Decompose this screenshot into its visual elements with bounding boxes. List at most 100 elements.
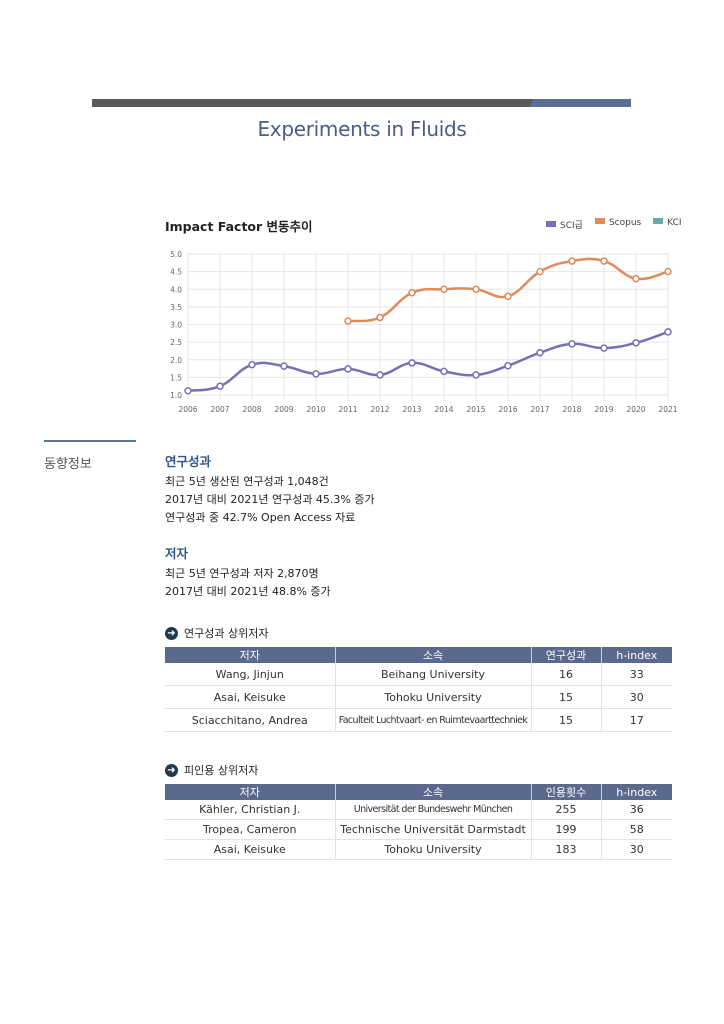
data-point — [216, 382, 224, 390]
arrow-right-icon: ➜ — [165, 626, 178, 640]
legend-item-sci[interactable]: SCI급 — [546, 218, 583, 231]
top-cited-heading: ➜ 피인용 상위저자 — [165, 762, 258, 778]
hindex-cell: 17 — [600, 708, 672, 732]
chart-title: Impact Factor 변동추이 — [165, 219, 313, 234]
data-point — [248, 360, 256, 369]
data-point — [664, 328, 672, 336]
data-point — [600, 257, 608, 265]
y-tick-label: 3.0 — [170, 321, 182, 330]
impact-factor-chart: 1.0 1.5 2.0 2.5 3.0 3.5 4.0 4.5 5.0 2006 2007 2008 2… — [170, 250, 678, 414]
hindex-cell: 58 — [600, 819, 672, 840]
author-cell: Wang, Jinjun — [165, 663, 335, 686]
output-cell: 15 — [530, 708, 601, 732]
column-header: h-index — [600, 647, 672, 663]
x-tick-label: 2017 — [530, 405, 549, 414]
data-point — [472, 285, 480, 293]
x-tick-label: 2009 — [274, 405, 293, 414]
series-line-0 — [187, 330, 669, 393]
table-row: Asai, Keisuke Tohoku University 15 30 — [165, 685, 672, 709]
y-tick-label: 3.5 — [170, 303, 182, 312]
hindex-cell: 36 — [600, 800, 672, 820]
data-point — [568, 340, 576, 348]
x-tick-label: 2021 — [658, 405, 677, 414]
column-header: h-index — [600, 784, 672, 800]
y-tick-label: 2.0 — [170, 356, 182, 365]
x-tick-label: 2010 — [306, 405, 325, 414]
column-header: 저자 — [165, 647, 335, 663]
citations-cell: 199 — [530, 819, 601, 840]
research-line: 최근 5년 생산된 연구성과 1,048건 — [165, 475, 329, 488]
data-point — [664, 267, 672, 276]
top-cited-title: 피인용 상위저자 — [184, 764, 259, 777]
header-bar-accent — [530, 99, 631, 107]
column-header: 연구성과 — [530, 647, 601, 663]
x-tick-label: 2020 — [626, 405, 645, 414]
sidebar-label: 동향정보 — [44, 457, 92, 472]
data-point — [376, 313, 384, 322]
authors-heading: 저자 — [165, 546, 189, 561]
x-tick-label: 2006 — [178, 405, 197, 414]
author-cell: Asai, Keisuke — [165, 685, 335, 709]
author-cell: Sciacchitano, Andrea — [165, 708, 335, 732]
header-bar — [92, 99, 631, 107]
authors-line: 2017년 대비 2021년 48.8% 증가 — [165, 585, 331, 598]
affiliation-cell: Technische Universität Darmstadt — [334, 819, 531, 840]
research-line: 2017년 대비 2021년 연구성과 45.3% 증가 — [165, 493, 375, 506]
x-tick-label: 2013 — [402, 405, 421, 414]
data-point — [504, 292, 512, 301]
x-tick-label: 2007 — [210, 405, 229, 414]
legend-item-kci[interactable]: KCI — [653, 218, 682, 231]
author-cell: Tropea, Cameron — [165, 819, 335, 840]
affiliation-cell: Universität der Bundeswehr München — [334, 800, 531, 820]
x-tick-label: 2018 — [562, 405, 581, 414]
table-row: Kähler, Christian J. Universität der Bun… — [165, 800, 672, 820]
table-header-row: 저자 소속 연구성과 h-index — [165, 647, 672, 663]
table-row: Tropea, Cameron Technische Universität D… — [165, 819, 672, 840]
citations-cell: 183 — [530, 839, 601, 860]
y-tick-label: 4.5 — [170, 268, 182, 277]
data-point — [408, 359, 416, 367]
arrow-right-icon: ➜ — [165, 763, 178, 777]
data-point — [184, 387, 192, 395]
journal-title: Experiments in Fluids — [257, 117, 467, 141]
hindex-cell: 33 — [600, 663, 672, 686]
column-header: 소속 — [334, 647, 531, 663]
x-tick-label: 2014 — [434, 405, 453, 414]
data-point — [600, 344, 608, 352]
top-output-heading: ➜ 연구성과 상위저자 — [165, 625, 268, 641]
table-header-row: 저자 소속 인용횟수 h-index — [165, 784, 672, 800]
research-line: 연구성과 중 42.7% Open Access 자료 — [165, 511, 356, 524]
column-header: 인용횟수 — [530, 784, 601, 800]
data-point — [280, 362, 288, 370]
data-point — [568, 257, 576, 265]
chart-legend: SCI급 Scopus KCI — [546, 218, 682, 231]
output-cell: 15 — [530, 685, 601, 709]
top-output-title: 연구성과 상위저자 — [184, 627, 269, 640]
data-point — [536, 267, 544, 276]
x-tick-label: 2011 — [338, 405, 357, 414]
x-tick-label: 2019 — [594, 405, 613, 414]
data-point — [472, 371, 480, 379]
affiliation-cell: Beihang University — [334, 663, 531, 686]
data-point — [312, 370, 320, 378]
legend-item-scopus[interactable]: Scopus — [594, 218, 641, 231]
x-tick-label: 2008 — [242, 405, 261, 414]
data-point — [440, 285, 448, 293]
data-point — [504, 361, 512, 370]
table-row: Wang, Jinjun Beihang University 16 33 — [165, 663, 672, 686]
data-point — [408, 289, 416, 297]
y-tick-label: 1.5 — [170, 373, 182, 382]
author-cell: Kähler, Christian J. — [165, 800, 335, 820]
data-point — [440, 367, 448, 376]
data-point — [344, 317, 352, 325]
hindex-cell: 30 — [600, 839, 672, 860]
x-tick-label: 2012 — [370, 405, 389, 414]
y-tick-label: 2.5 — [170, 338, 182, 347]
authors-line: 최근 5년 연구성과 저자 2,870명 — [165, 567, 319, 580]
sidebar-divider — [44, 440, 136, 442]
output-cell: 16 — [530, 663, 601, 686]
data-point — [536, 348, 544, 357]
top-output-table: 저자 소속 연구성과 h-index Wang, Jinjun Beihang … — [165, 647, 672, 732]
research-heading: 연구성과 — [165, 454, 212, 469]
